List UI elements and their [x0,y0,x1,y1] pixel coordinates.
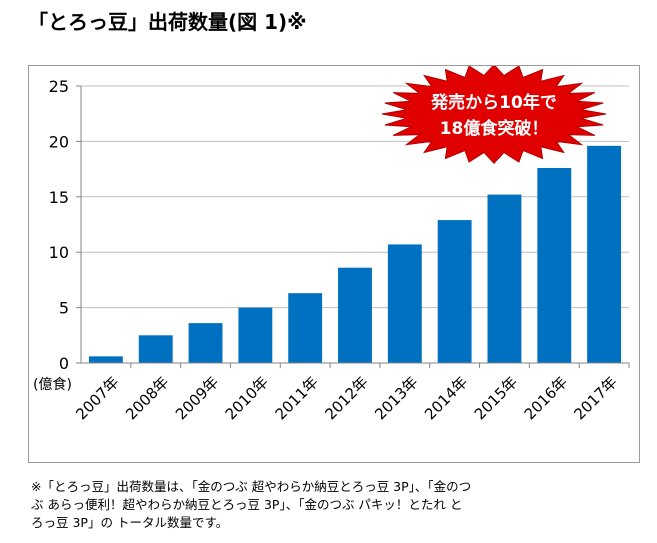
y-tick-label: 5 [59,299,69,318]
starburst-callout [381,66,607,165]
x-tick-label: 2009年 [172,373,222,423]
bar [238,307,273,363]
page-title: 「とろっ豆」出荷数量(図 1)※ [28,10,307,34]
x-tick-label: 2017年 [571,373,621,423]
x-tick-label: 2013年 [371,373,421,423]
y-tick-label: 0 [59,354,69,373]
bar [88,356,123,363]
bar [537,167,572,363]
y-tick-label: 20 [49,132,69,151]
chart-frame: 0 5 10 15 20 25 (億食) 2007年 2008年 2009年 2010年 2011年 2… [28,65,640,463]
x-tick-label: 2011年 [272,373,322,423]
x-tick-label: 2015年 [471,373,521,423]
x-tick-label: 2016年 [521,373,571,423]
x-tick-label: 2007年 [72,373,122,423]
annotation-line1: 発売から10年で [430,92,557,113]
y-axis-label: (億食) [33,376,72,393]
bar [188,323,223,363]
x-tick-label: 2012年 [321,373,371,423]
annotation-line2: 18億食突破！ [440,118,549,139]
bar [138,335,173,363]
x-tick-label: 2008年 [122,373,172,423]
footnote: ※「とろっ豆」出荷数量は、「金のつぶ 超やわらか納豆とろっ豆 3P」、「金のつ … [31,479,472,530]
y-tick-label: 25 [49,77,69,96]
bar [338,267,372,363]
x-tick-label: 2010年 [222,373,272,423]
bar [387,244,422,363]
y-tick-label: 15 [49,188,69,207]
bar [487,194,522,363]
bar [587,145,622,363]
bar [437,220,472,363]
y-tick-label: 10 [49,243,69,262]
x-tick-label: 2014年 [421,373,471,423]
bar [288,293,323,363]
